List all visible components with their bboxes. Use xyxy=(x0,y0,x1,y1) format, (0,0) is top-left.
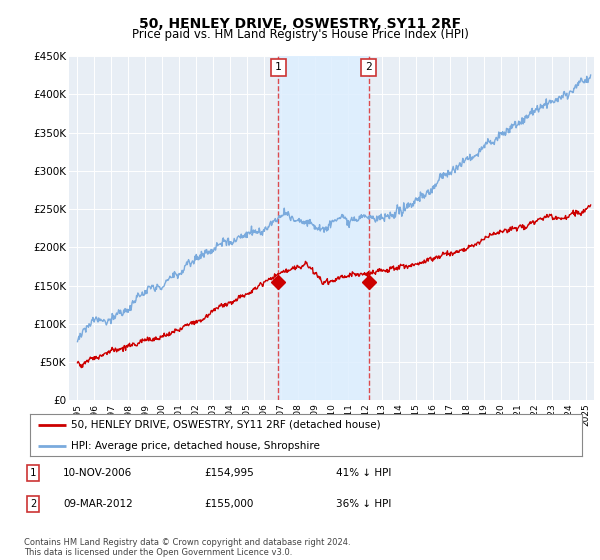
Text: £154,995: £154,995 xyxy=(204,468,254,478)
Text: 41% ↓ HPI: 41% ↓ HPI xyxy=(336,468,391,478)
Text: HPI: Average price, detached house, Shropshire: HPI: Average price, detached house, Shro… xyxy=(71,441,320,451)
Text: 10-NOV-2006: 10-NOV-2006 xyxy=(63,468,132,478)
Text: 2: 2 xyxy=(365,63,372,72)
Text: Contains HM Land Registry data © Crown copyright and database right 2024.
This d: Contains HM Land Registry data © Crown c… xyxy=(24,538,350,557)
Text: 50, HENLEY DRIVE, OSWESTRY, SY11 2RF (detached house): 50, HENLEY DRIVE, OSWESTRY, SY11 2RF (de… xyxy=(71,420,381,430)
Text: 1: 1 xyxy=(30,468,36,478)
Bar xyxy=(278,56,368,400)
Text: 50, HENLEY DRIVE, OSWESTRY, SY11 2RF: 50, HENLEY DRIVE, OSWESTRY, SY11 2RF xyxy=(139,17,461,31)
Text: £155,000: £155,000 xyxy=(204,499,253,509)
Text: 09-MAR-2012: 09-MAR-2012 xyxy=(63,499,133,509)
Text: 2: 2 xyxy=(30,499,36,509)
Text: 1: 1 xyxy=(275,63,281,72)
Text: 36% ↓ HPI: 36% ↓ HPI xyxy=(336,499,391,509)
Text: Price paid vs. HM Land Registry's House Price Index (HPI): Price paid vs. HM Land Registry's House … xyxy=(131,28,469,41)
